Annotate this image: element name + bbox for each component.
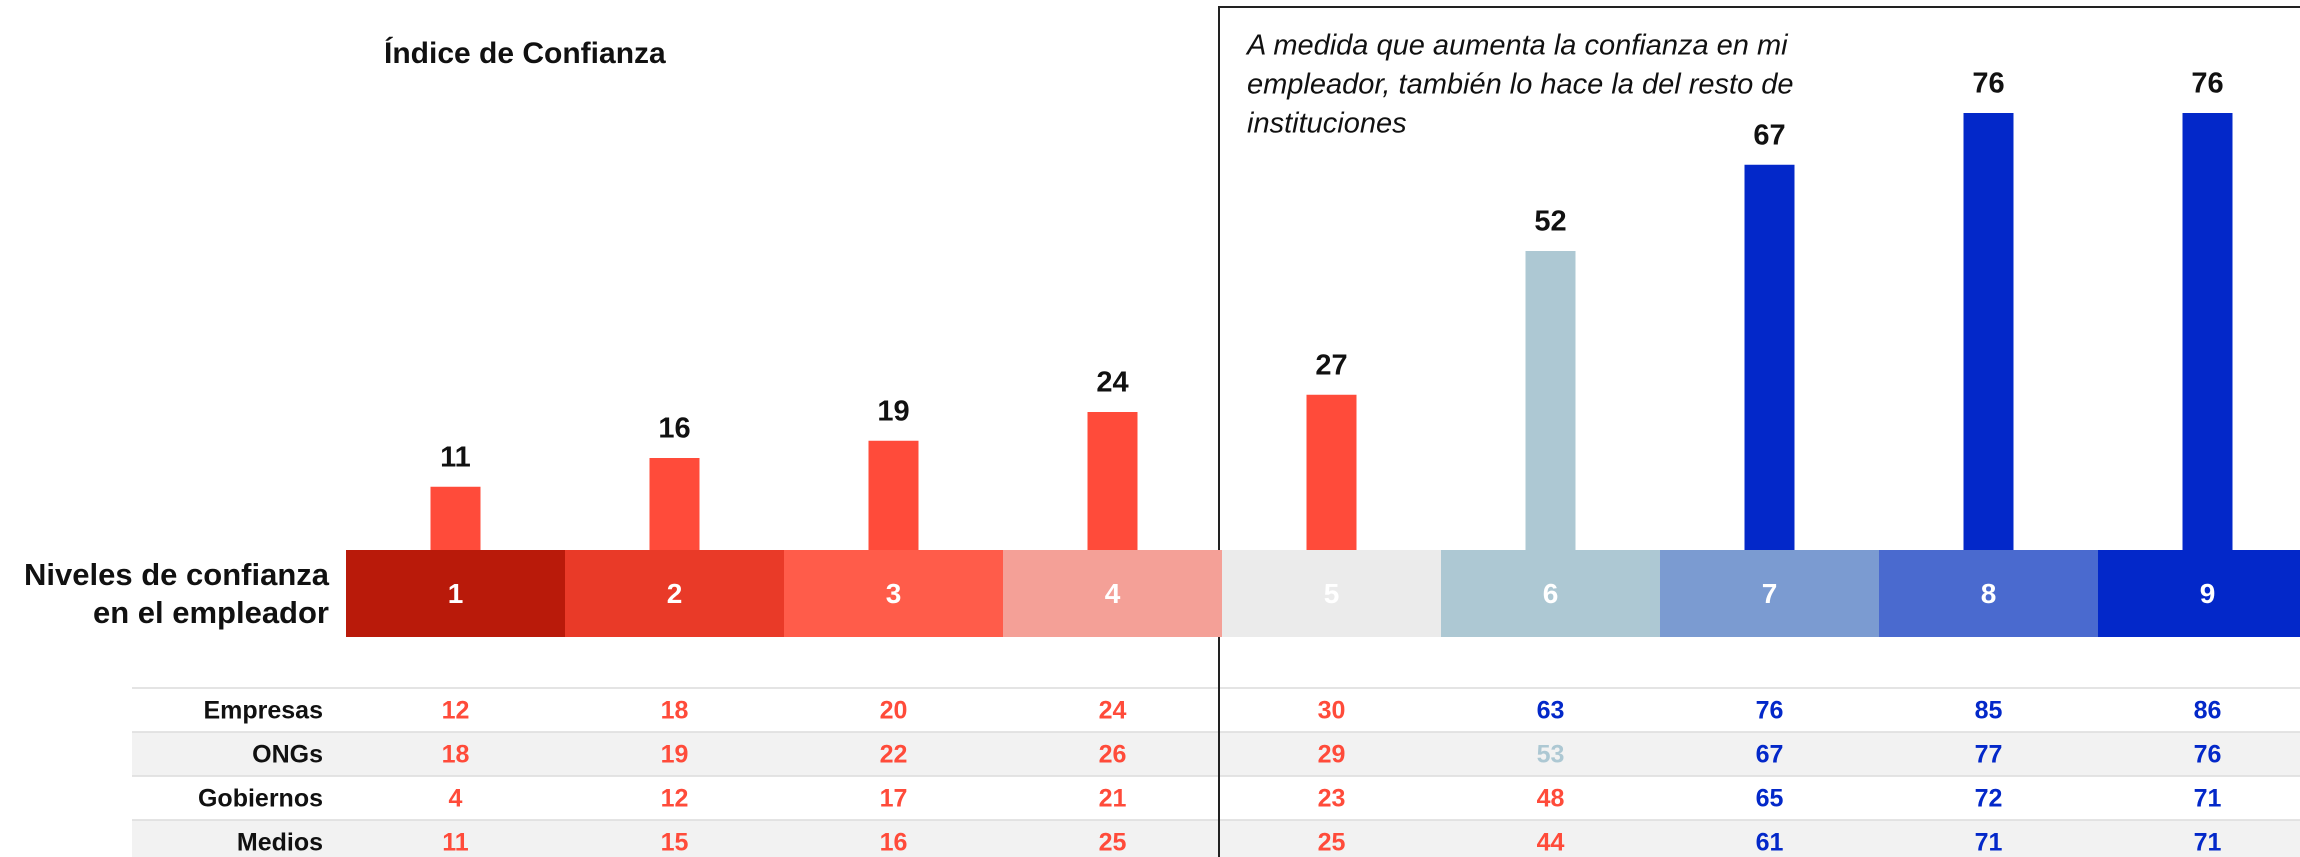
annotation-text: instituciones <box>1247 108 1407 140</box>
cell-value: 77 <box>1975 741 2003 769</box>
cell-value: 17 <box>880 785 908 813</box>
row-background <box>132 820 2300 857</box>
cell-value: 29 <box>1318 741 1346 769</box>
cell-value: 11 <box>442 829 469 857</box>
value-label: 19 <box>877 395 909 427</box>
level-cell <box>784 550 1004 637</box>
value-label: 11 <box>440 441 471 473</box>
row-background <box>132 732 2300 776</box>
cell-value: 12 <box>442 697 470 725</box>
cell-value: 76 <box>2194 741 2222 769</box>
row-label: ONGs <box>252 741 323 769</box>
cell-value: 12 <box>661 785 689 813</box>
cell-value: 21 <box>1099 785 1127 813</box>
bar <box>1087 412 1138 550</box>
cell-value: 48 <box>1537 785 1565 813</box>
cell-value: 44 <box>1537 829 1565 857</box>
cell-value: 72 <box>1975 785 2003 813</box>
level-label: 3 <box>886 578 902 609</box>
level-label: 1 <box>448 578 464 609</box>
cell-value: 22 <box>880 741 908 769</box>
bar <box>430 486 481 550</box>
cell-value: 67 <box>1756 741 1784 769</box>
level-label: 6 <box>1543 578 1559 609</box>
level-cell <box>1003 550 1223 637</box>
row-label: Empresas <box>203 697 323 725</box>
cell-value: 26 <box>1099 741 1127 769</box>
level-label: 5 <box>1324 578 1340 609</box>
level-label: 7 <box>1762 578 1778 609</box>
cell-value: 16 <box>880 829 908 857</box>
bar <box>868 440 919 550</box>
cell-value: 23 <box>1318 785 1346 813</box>
cell-value: 25 <box>1318 829 1346 857</box>
cell-value: 71 <box>2194 785 2222 813</box>
bar <box>649 458 700 550</box>
annotation-text: A medida que aumenta la confianza en mi <box>1245 30 1789 62</box>
level-cell <box>1879 550 2099 637</box>
cell-value: 85 <box>1975 697 2003 725</box>
cell-value: 19 <box>661 741 689 769</box>
bar <box>2182 113 2233 550</box>
row-label: Medios <box>237 829 323 857</box>
cell-value: 4 <box>449 785 463 813</box>
cell-value: 15 <box>661 829 689 857</box>
cell-value: 25 <box>1099 829 1127 857</box>
level-cell <box>346 550 566 637</box>
bar <box>1744 164 1795 550</box>
level-label: 8 <box>1981 578 1997 609</box>
value-label: 24 <box>1096 367 1128 399</box>
level-cell <box>565 550 785 637</box>
level-label: 4 <box>1105 578 1121 609</box>
axis-label: en el empleador <box>93 595 329 630</box>
value-label: 67 <box>1753 119 1785 151</box>
axis-label: Niveles de confianza <box>24 557 330 592</box>
cell-value: 76 <box>1756 697 1784 725</box>
cell-value: 86 <box>2194 697 2222 725</box>
cell-value: 30 <box>1318 697 1346 725</box>
cell-value: 53 <box>1537 741 1565 769</box>
cell-value: 65 <box>1756 785 1784 813</box>
cell-value: 18 <box>442 741 470 769</box>
cell-value: 18 <box>661 697 689 725</box>
cell-value: 61 <box>1756 829 1784 857</box>
level-label: 9 <box>2200 578 2216 609</box>
value-label: 16 <box>658 413 690 445</box>
cell-value: 20 <box>880 697 908 725</box>
level-cell <box>1660 550 1880 637</box>
value-label: 76 <box>1972 68 2004 100</box>
bar <box>1306 394 1357 550</box>
level-label: 2 <box>667 578 683 609</box>
level-cell <box>1222 550 1442 637</box>
value-label: 27 <box>1315 349 1347 381</box>
chart-title: Índice de Confianza <box>384 36 666 70</box>
bar <box>1963 113 2014 550</box>
level-cell <box>2098 550 2300 637</box>
value-label: 52 <box>1534 206 1566 238</box>
cell-value: 71 <box>2194 829 2222 857</box>
cell-value: 63 <box>1537 697 1565 725</box>
cell-value: 71 <box>1975 829 2003 857</box>
cell-value: 24 <box>1099 697 1127 725</box>
value-label: 76 <box>2191 68 2223 100</box>
level-cell <box>1441 550 1661 637</box>
row-label: Gobiernos <box>198 785 323 813</box>
bar <box>1525 251 1576 550</box>
annotation-text: empleador, también lo hace la del resto … <box>1247 69 1794 101</box>
